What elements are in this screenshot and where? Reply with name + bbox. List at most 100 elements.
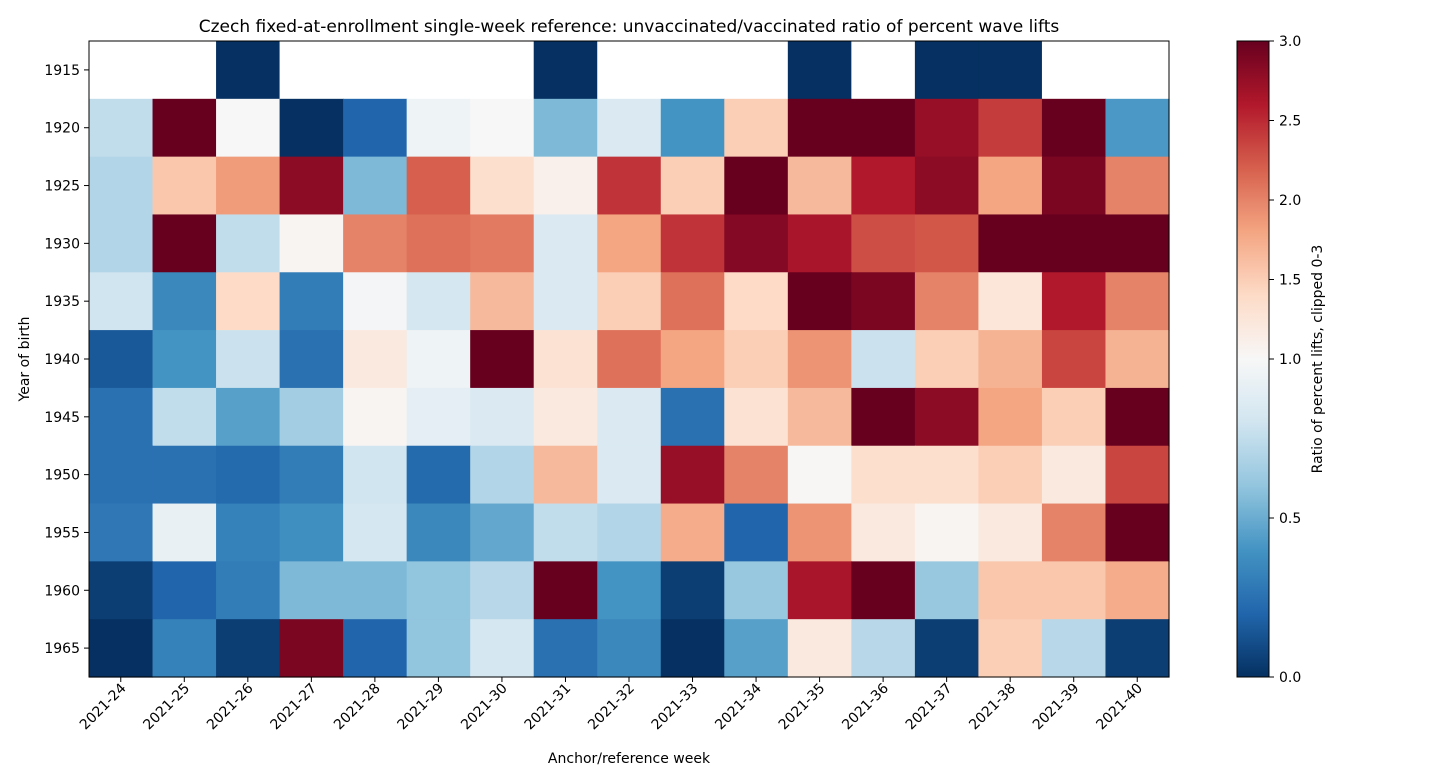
heatmap-cell [533, 561, 598, 620]
heatmap-cell [533, 214, 598, 273]
heatmap-cell [978, 561, 1043, 620]
heatmap-cell [152, 330, 217, 389]
heatmap-cell [343, 156, 408, 216]
y-axis-label: Year of birth [17, 317, 33, 403]
heatmap-cell [978, 214, 1043, 273]
heatmap-cell [1105, 561, 1170, 620]
heatmap-cell [724, 561, 789, 620]
heatmap-cell [851, 272, 916, 331]
heatmap-cell [533, 41, 598, 100]
heatmap-cell [978, 156, 1043, 216]
heatmap-cell [152, 561, 217, 620]
heatmap-cell [279, 619, 344, 678]
heatmap-cell [787, 330, 852, 389]
heatmap-cell [470, 214, 535, 273]
heatmap-cell [597, 214, 662, 273]
heatmap-cell [216, 445, 281, 505]
y-tick-label: 1955 [44, 525, 80, 541]
heatmap-cell [1041, 503, 1107, 562]
heatmap-cell [406, 387, 471, 447]
heatmap-cell [406, 619, 471, 678]
heatmap-cell [724, 330, 789, 389]
heatmap-cell [470, 503, 535, 562]
heatmap-cell [978, 272, 1043, 331]
heatmap-cell [787, 214, 852, 273]
heatmap-cell [1041, 330, 1107, 389]
heatmap-cell [533, 387, 598, 447]
heatmap-cell [343, 561, 408, 620]
heatmap-cell [533, 330, 598, 389]
heatmap-cell [914, 214, 980, 273]
heatmap-cell [89, 98, 154, 158]
heatmap-cell [216, 98, 281, 158]
heatmap-cell [724, 156, 789, 216]
heatmap-cell [914, 272, 980, 331]
heatmap-cell [914, 330, 980, 389]
heatmap-cell [787, 503, 852, 562]
heatmap-cell [279, 445, 344, 505]
heatmap-cell [216, 41, 281, 100]
x-axis-label: Anchor/reference week [548, 751, 711, 767]
heatmap-cell [216, 619, 281, 678]
heatmap-cell [787, 445, 852, 505]
colorbar-tick-label: 2.5 [1279, 114, 1301, 130]
y-tick-label: 1915 [44, 63, 80, 79]
colorbar-label: Ratio of percent lifts, clipped 0-3 [1310, 245, 1326, 474]
heatmap-cell [787, 156, 852, 216]
heatmap-cell [406, 561, 471, 620]
x-tick-label: 2021-24 [77, 680, 130, 733]
heatmap-cell [597, 445, 662, 505]
heatmap-cell [343, 214, 408, 273]
heatmap-cell [279, 156, 344, 216]
heatmap-cell [1105, 272, 1170, 331]
heatmap-cell [533, 272, 598, 331]
heatmap-cell [152, 214, 217, 273]
heatmap-cell [914, 619, 980, 678]
heatmap-cell [724, 214, 789, 273]
heatmap-cell [470, 156, 535, 216]
x-tick-label: 2021-33 [649, 681, 702, 734]
heatmap-cell [89, 330, 154, 389]
heatmap-cell [851, 156, 916, 216]
heatmap-cell [1041, 561, 1107, 620]
heatmap-cell [851, 214, 916, 273]
heatmap-cell [597, 561, 662, 620]
heatmap-cell [724, 98, 789, 158]
heatmap-cell [978, 41, 1043, 100]
heatmap-cell [279, 272, 344, 331]
y-axis-ticks: 1915 1920 1925 1930 1935 1940 1945 1950 1955 1960… [44, 63, 89, 657]
heatmap-cell [914, 561, 980, 620]
colorbar-tick-label: 2.0 [1279, 193, 1301, 209]
heatmap-cell [343, 503, 408, 562]
heatmap-cell [343, 445, 408, 505]
heatmap-cell [597, 156, 662, 216]
x-tick-label: 2021-25 [140, 681, 193, 734]
x-tick-label: 2021-26 [204, 680, 257, 733]
heatmap-cell [343, 387, 408, 447]
heatmap-cell [216, 503, 281, 562]
heatmap-cells [89, 41, 1170, 678]
heatmap-cell [851, 561, 916, 620]
heatmap-cell [152, 41, 217, 100]
heatmap-cell [914, 387, 980, 447]
y-tick-label: 1920 [44, 121, 80, 137]
heatmap-cell [343, 272, 408, 331]
heatmap-cell [787, 561, 852, 620]
heatmap-cell [851, 503, 916, 562]
colorbar-tick-label: 0.5 [1279, 511, 1301, 527]
heatmap-cell [1041, 272, 1107, 331]
heatmap-cell [343, 330, 408, 389]
heatmap-cell [1105, 41, 1170, 100]
colorbar-tick-label: 0.0 [1279, 670, 1301, 686]
y-tick-label: 1950 [44, 468, 80, 484]
x-tick-label: 2021-27 [268, 681, 321, 734]
heatmap-cell [406, 98, 471, 158]
heatmap-cell [470, 41, 535, 100]
heatmap-cell [787, 41, 852, 100]
heatmap-cell [597, 272, 662, 331]
heatmap-cell [1105, 387, 1170, 447]
heatmap-cell [660, 503, 725, 562]
heatmap-cell [152, 98, 217, 158]
heatmap-cell [1041, 387, 1107, 447]
heatmap-cell [660, 619, 725, 678]
